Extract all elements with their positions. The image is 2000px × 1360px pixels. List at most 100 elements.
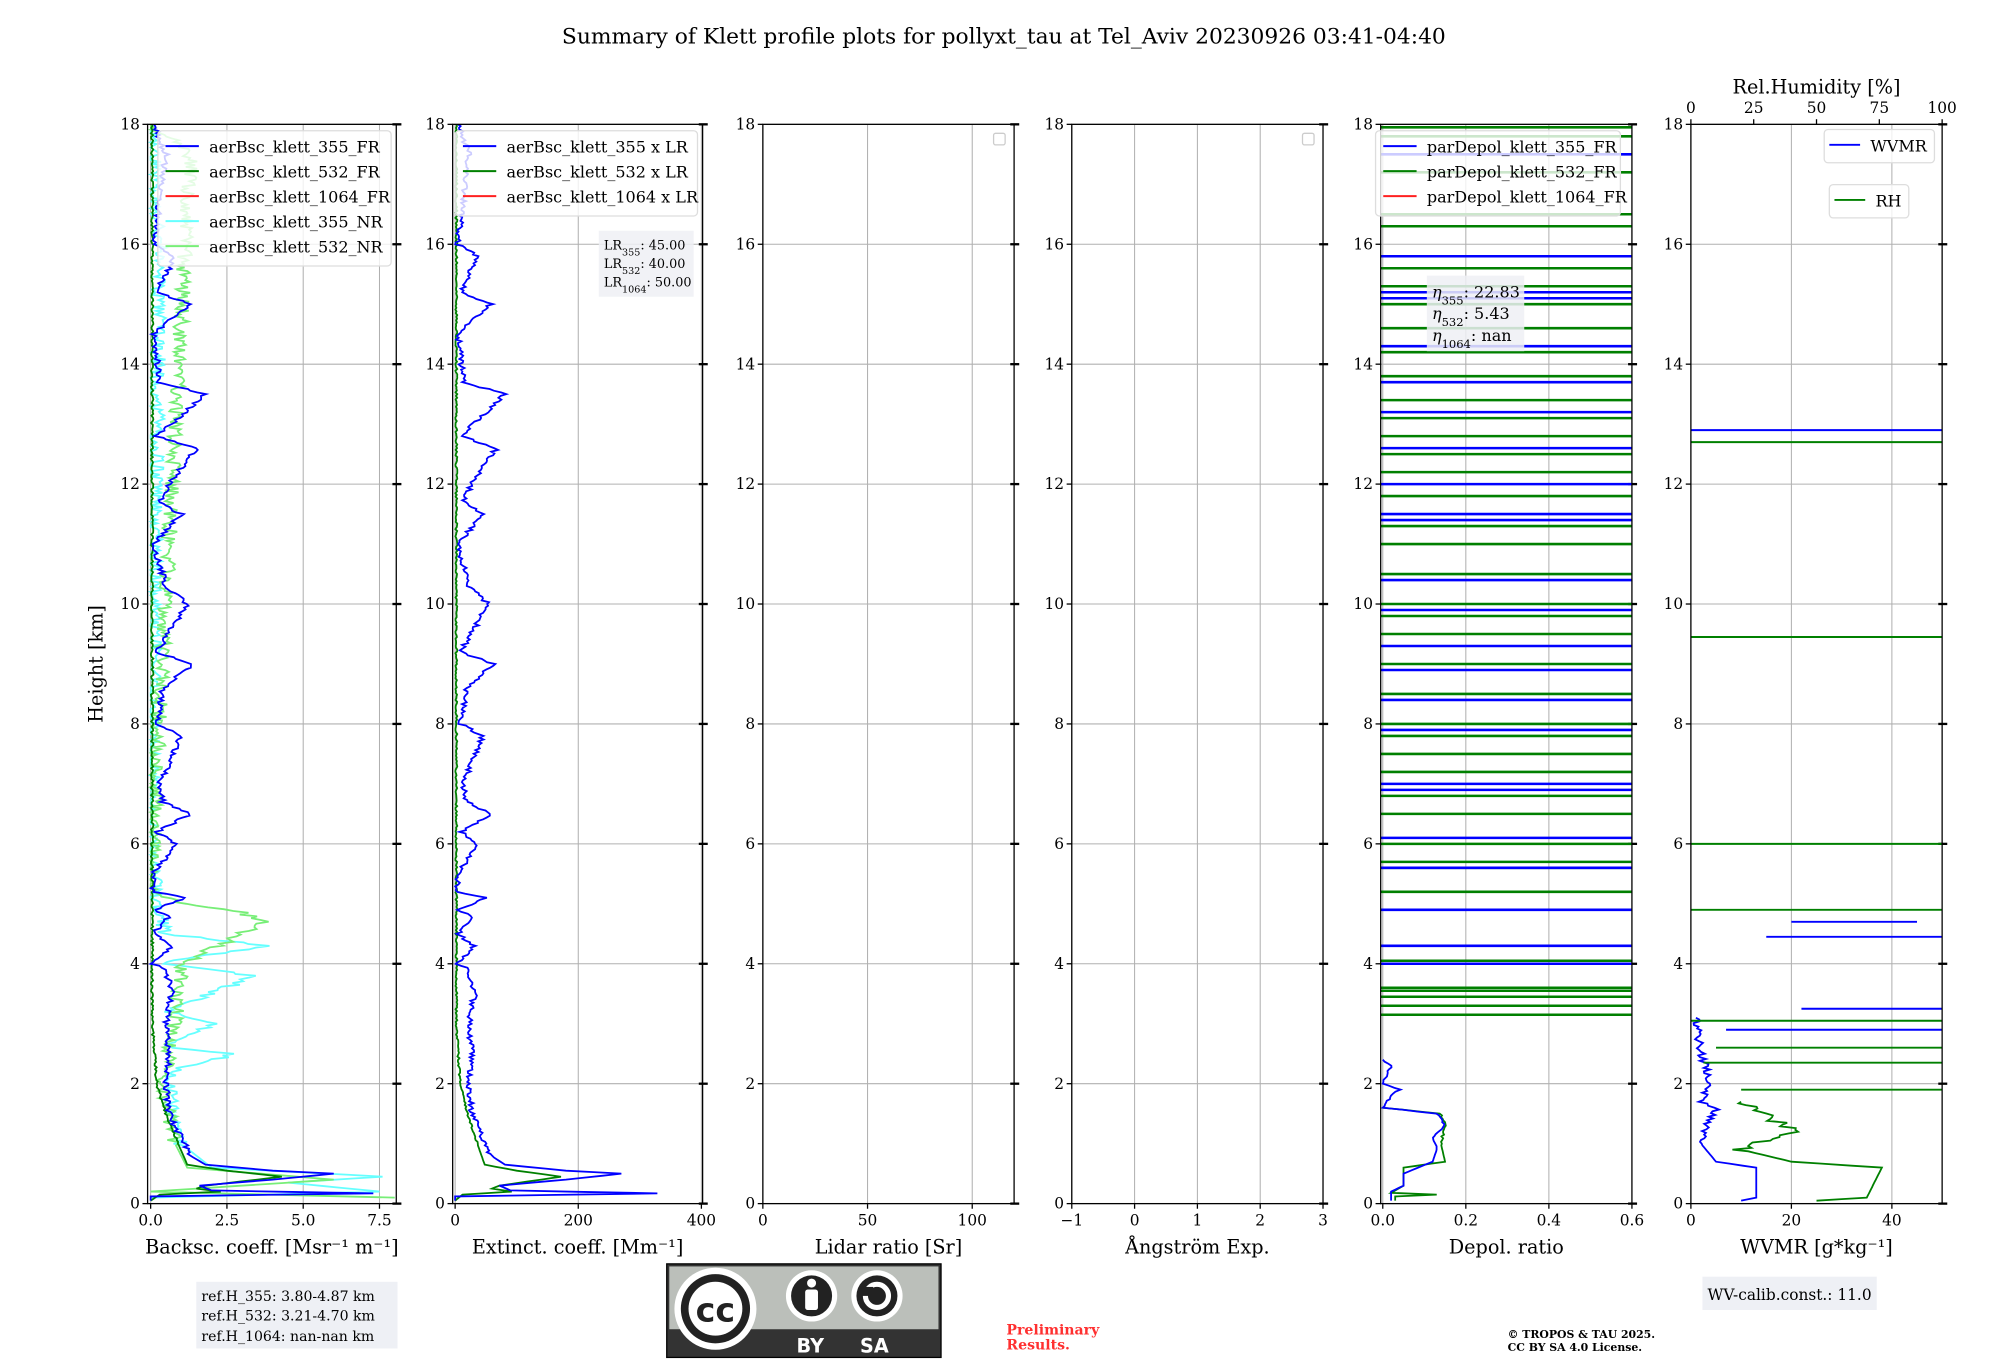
value: : 40.00 [640,257,685,272]
legend-label: aerBsc_klett_355_FR [209,138,381,157]
legend-box: WVMR [1823,128,1936,164]
results-label: Results. [1006,1338,1070,1354]
copyright-text: © TROPOS & TAU 2025. [1508,1328,1655,1341]
subscript: 532 [622,265,640,276]
panel-backscatter: 0.0 2.5 5.0 7.5 0 2 4 6 8 10 12 14 16 18 Backsc. coeff… [85,115,402,1259]
value: : 45.00 [640,238,685,253]
y-axis-label: Height [km] [85,605,108,723]
annotation-line: η355: 22.83 [1432,282,1520,307]
y-tick-label: 0 [435,1195,445,1213]
wv-calibration-box: WV-calib.const.: 11.0 [1702,1276,1877,1311]
legend-frame [1828,183,1910,219]
y-tick-label: 2 [130,1075,140,1093]
y-tick-label: 10 [425,595,445,613]
y-tick-label: 8 [1363,715,1373,733]
y-tick-label: 2 [745,1075,755,1093]
x-tick-label: 5.0 [291,1211,315,1229]
y-tick-label: 6 [1363,835,1373,853]
x-tick-label: 1 [1193,1211,1203,1229]
series-line-aerBsc_klett_355_NR [147,124,383,1199]
x-tick-label: 0.0 [1371,1211,1395,1229]
empty-legend [1301,132,1315,146]
y-tick-label: 6 [435,835,445,853]
subscript: 355 [1442,293,1464,307]
symbol: η [1432,326,1442,345]
series-line-parDepol_klett_355_FR [1380,1059,1446,1201]
y-tick-label: 10 [1664,595,1684,613]
y-tick-label: 2 [1673,1075,1683,1093]
series-line-WVMR [1692,1016,1758,1202]
y-tick-label: 16 [1045,235,1065,253]
ref-height-355: ref.H_355: 3.80-4.87 km [201,1289,374,1305]
cc-logo-text: cc [696,1291,735,1330]
by-text: BY [797,1334,826,1357]
x-tick-label: 200 [564,1211,593,1229]
y-tick-label: 4 [1673,955,1683,973]
legend-label: aerBsc_klett_355 x LR [507,138,689,157]
legend-label: aerBsc_klett_1064_FR [209,188,391,207]
x-tick-label: 0 [450,1211,460,1229]
annotation-line: LR1064: 50.00 [604,275,692,295]
y-tick-label: 10 [1353,595,1373,613]
x-axis-label: Extinct. coeff. [Mm⁻¹] [472,1236,683,1259]
x-tick-label: 2 [1255,1211,1265,1229]
annotation-line: η532: 5.43 [1432,304,1510,329]
x-tick-label: 20 [1782,1211,1802,1229]
y-tick-label: 18 [1045,115,1065,133]
plot-area [147,124,395,1202]
y-tick-label: 12 [1353,475,1373,493]
legend-label: parDepol_klett_532_FR [1427,163,1618,182]
y-tick-label: 8 [435,715,445,733]
legend-frame [1823,128,1936,164]
x-tick-label: 7.5 [367,1211,391,1229]
x-tick-label: 3 [1318,1211,1328,1229]
y-tick-label: 2 [1363,1075,1373,1093]
symbol: LR [604,275,622,290]
plot-area [1690,429,1943,1202]
y-tick-label: 12 [120,475,140,493]
preliminary-label: Preliminary [1006,1322,1100,1338]
y-tick-label: 0 [1054,1195,1064,1213]
legend-label: RH [1875,191,1901,210]
symbol: LR [604,257,622,272]
x2-tick-label: 0 [1686,99,1696,117]
legend-box: aerBsc_klett_355 x LR aerBsc_klett_532 x … [454,130,699,217]
legend-frame [454,130,699,217]
subscript: 355 [622,247,640,258]
legend-label: aerBsc_klett_532 x LR [507,163,689,182]
x-axis-label: Backsc. coeff. [Msr⁻¹ m⁻¹] [145,1236,399,1259]
legend-box: aerBsc_klett_355_FR aerBsc_klett_532_FRae… [157,130,392,267]
y-tick-label: 12 [1664,475,1684,493]
x-axis-label: Ångström Exp. [1124,1236,1270,1259]
legend-label: aerBsc_klett_355_NR [209,213,383,232]
legend-label: aerBsc_klett_1064 x LR [507,188,699,207]
y-tick-label: 14 [736,355,756,373]
subscript: 532 [1442,315,1464,329]
y-tick-label: 0 [1363,1195,1373,1213]
x-tick-label: 0 [1686,1211,1696,1229]
y-tick-label: 8 [745,715,755,733]
y-tick-label: 8 [1054,715,1064,733]
x2-axis-label: Rel.Humidity [%] [1733,76,1901,99]
x-tick-label: 0.6 [1620,1211,1644,1229]
y-tick-label: 16 [1664,235,1684,253]
y-tick-label: 18 [1664,115,1684,133]
x-tick-label: 2.5 [215,1211,239,1229]
x2-tick-label: 25 [1744,99,1764,117]
y-tick-label: 18 [1353,115,1373,133]
x-tick-label: 0.4 [1537,1211,1562,1229]
axes-frame [1380,123,1633,1205]
y-tick-label: 4 [1363,955,1373,973]
reference-height-box: ref.H_355: 3.80-4.87 km ref.H_532: 3.21-… [196,1281,398,1349]
annotation-frame [598,230,694,297]
series-line-aerBsc_klett_355_FR x LR [453,124,658,1201]
subscript: 1064 [1442,337,1471,351]
y-tick-label: 10 [120,595,140,613]
value: : 22.83 [1464,282,1520,301]
x-tick-label: 40 [1882,1211,1902,1229]
y-tick-label: 12 [736,475,756,493]
series-line-parDepol_klett_532_FR [1382,1106,1447,1201]
ref-height-532: ref.H_532: 3.21-4.70 km [201,1308,374,1324]
symbol: η [1432,282,1442,301]
